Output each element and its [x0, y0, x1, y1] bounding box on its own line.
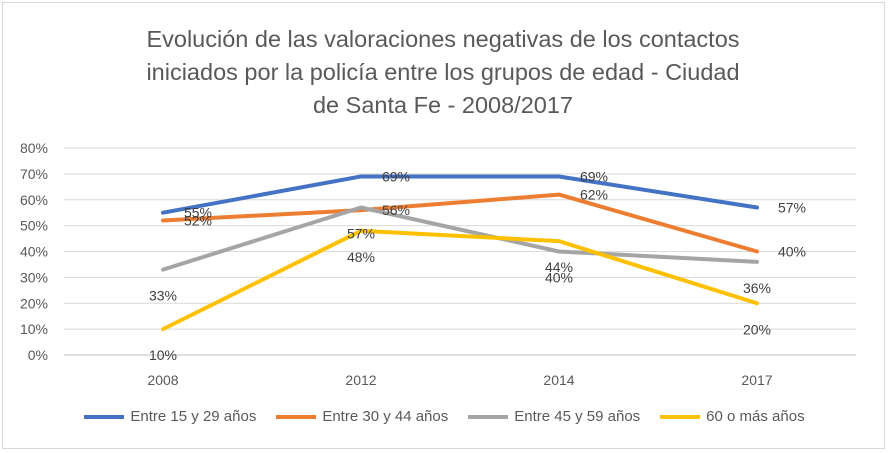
data-label: 10%: [149, 347, 177, 363]
y-tick-label: 30%: [20, 269, 48, 285]
chart-title-line: iniciados por la policía entre los grupo…: [146, 59, 740, 85]
data-label: 52%: [184, 212, 212, 228]
series-line: [161, 174, 759, 215]
series-line: [161, 192, 759, 254]
y-tick-label: 60%: [20, 192, 48, 208]
y-tick-label: 80%: [20, 140, 48, 156]
y-tick-label: 70%: [20, 166, 48, 182]
data-label: 48%: [347, 249, 375, 265]
legend-swatch: [660, 414, 701, 419]
legend-label: 60 o más años: [706, 408, 805, 425]
legend-label: Entre 45 y 59 años: [514, 408, 641, 425]
x-tick-label: 2014: [543, 372, 574, 388]
y-tick-label: 20%: [20, 295, 48, 311]
x-tick-label: 2008: [147, 372, 178, 388]
chart-title-line: Evolución de las valoraciones negativas …: [146, 26, 740, 52]
legend-swatch: [84, 414, 125, 419]
legend-item: 60 o más años: [660, 408, 805, 425]
data-label: 40%: [778, 244, 806, 260]
legend-item: Entre 45 y 59 años: [468, 408, 640, 425]
chart-title-line: de Santa Fe - 2008/2017: [312, 92, 573, 118]
series-line: [161, 228, 759, 332]
data-label: 20%: [743, 321, 771, 337]
legend-swatch: [276, 414, 317, 419]
data-label: 44%: [545, 259, 573, 275]
data-label: 57%: [347, 226, 375, 242]
data-label: 69%: [580, 168, 608, 184]
x-tick-label: 2017: [741, 372, 772, 388]
data-label: 69%: [382, 168, 410, 184]
data-label: 56%: [382, 202, 410, 218]
data-label: 33%: [149, 288, 177, 304]
data-label: 36%: [743, 280, 771, 296]
legend-item: Entre 15 y 29 años: [84, 408, 256, 425]
data-label: 62%: [580, 187, 608, 203]
legend: Entre 15 y 29 años Entre 30 y 44 años En…: [0, 408, 889, 425]
chart-title: Evolución de las valoraciones negativas …: [63, 23, 823, 122]
legend-label: Entre 15 y 29 años: [130, 408, 257, 425]
legend-item: Entre 30 y 44 años: [276, 408, 448, 425]
legend-swatch: [468, 414, 509, 419]
data-label: 57%: [778, 200, 806, 216]
legend-label: Entre 30 y 44 años: [322, 408, 449, 425]
y-tick-label: 0%: [28, 347, 48, 363]
y-tick-label: 40%: [20, 244, 48, 260]
data-label: 40%: [545, 270, 573, 286]
data-label: 55%: [184, 205, 212, 221]
x-tick-label: 2012: [345, 372, 376, 388]
series-line: [161, 205, 759, 272]
y-tick-label: 10%: [20, 321, 48, 337]
y-tick-label: 50%: [20, 218, 48, 234]
